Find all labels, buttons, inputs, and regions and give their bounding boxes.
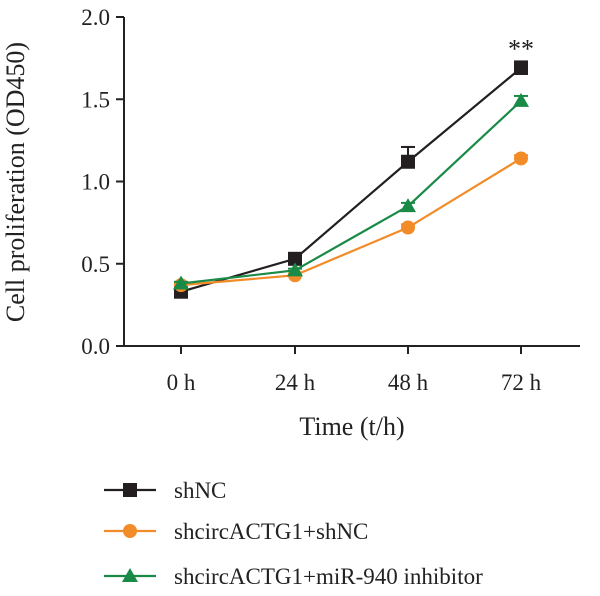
data-point: [513, 92, 529, 107]
legend-item: shNC: [104, 478, 226, 503]
annotation-layer: **: [508, 34, 534, 63]
data-point: [514, 60, 528, 75]
x-tick-label: 24 h: [275, 370, 316, 395]
legend: shNC shcircACTG1+shNC shcircACTG1+miR-940 …: [104, 478, 483, 589]
y-tick-label: 0.5: [81, 252, 110, 277]
legend-label: shcircACTG1+shNC: [174, 519, 368, 544]
significance-annotation: **: [508, 34, 534, 63]
data-point: [514, 151, 528, 166]
plot-area: 0.0 0.5 1.0 1.5 2.0 0 h 24 h 48 h 72 h **: [81, 5, 580, 395]
x-tick-label: 48 h: [388, 370, 429, 395]
series-line: [180, 67, 522, 293]
series-line: [180, 100, 522, 285]
y-ticks: 0.0 0.5 1.0 1.5 2.0: [81, 5, 124, 359]
legend-item: shcircACTG1+shNC: [104, 519, 368, 544]
y-axis-label: Cell proliferation (OD450): [1, 42, 30, 322]
data-point: [173, 275, 189, 290]
legend-marker: [123, 483, 137, 497]
legend-marker: [122, 568, 138, 582]
x-ticks: 0 h 24 h 48 h 72 h: [167, 346, 542, 395]
x-tick-label: 0 h: [167, 370, 196, 395]
x-tick-label: 72 h: [501, 370, 542, 395]
y-tick-label: 2.0: [81, 5, 110, 30]
series-layer: [173, 60, 529, 299]
legend-label: shcircACTG1+miR-940 inhibitor: [174, 564, 483, 589]
series-circle: [174, 151, 528, 293]
y-tick-label: 0.0: [81, 334, 110, 359]
series-triangle: [173, 92, 529, 290]
data-point: [400, 198, 416, 213]
y-tick-label: 1.0: [81, 170, 110, 195]
data-point: [401, 154, 415, 169]
legend-marker: [123, 524, 137, 538]
data-point: [401, 220, 415, 235]
legend-item: shcircACTG1+miR-940 inhibitor: [104, 564, 483, 589]
legend-label: shNC: [174, 478, 226, 503]
series-square: [174, 60, 528, 299]
data-point: [287, 262, 303, 277]
x-axis-label: Time (t/h): [299, 412, 404, 441]
data-point: [288, 251, 302, 266]
y-tick-label: 1.5: [81, 87, 110, 112]
series-line: [180, 157, 522, 287]
